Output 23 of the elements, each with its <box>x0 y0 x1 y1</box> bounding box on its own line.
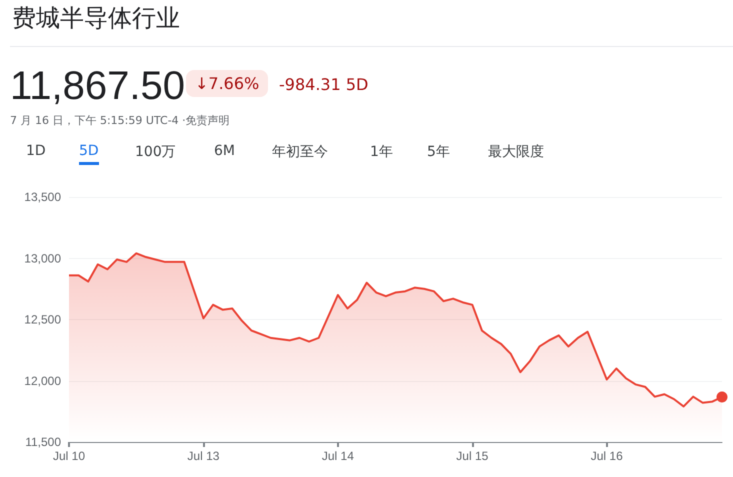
text: 6M <box>214 143 235 161</box>
text: 100万 <box>135 143 176 162</box>
text: 最大限度 <box>488 143 544 162</box>
y-tick-label: 12,500 <box>24 312 62 326</box>
y-tick-label: 12,000 <box>24 374 62 388</box>
text: 1年 <box>370 143 393 162</box>
text: -984.31 5D <box>279 75 368 94</box>
chart-title: 费城半导体行业 <box>12 3 180 34</box>
y-tick-label: 13,000 <box>24 251 62 266</box>
text: 1D <box>26 143 46 161</box>
text: ↓7.66% <box>186 70 268 97</box>
text: 5D <box>79 143 99 165</box>
text: 11,867.50 <box>10 64 185 109</box>
x-tick-label: Jul 15 <box>456 449 489 463</box>
y-tick-label: 11,500 <box>25 435 62 449</box>
x-tick-label: Jul 10 <box>52 449 86 463</box>
text: 7 月 16 日，下午 5:15:59 UTC-4 ·免责声明 <box>10 113 230 128</box>
x-tick-label: Jul 16 <box>590 449 624 463</box>
x-tick-label: Jul 14 <box>322 449 354 463</box>
x-tick-label: Jul 13 <box>187 449 220 463</box>
y-tick-label: 13,500 <box>24 190 62 204</box>
text: 5年 <box>427 143 450 162</box>
text: 年初至今 <box>272 143 328 162</box>
